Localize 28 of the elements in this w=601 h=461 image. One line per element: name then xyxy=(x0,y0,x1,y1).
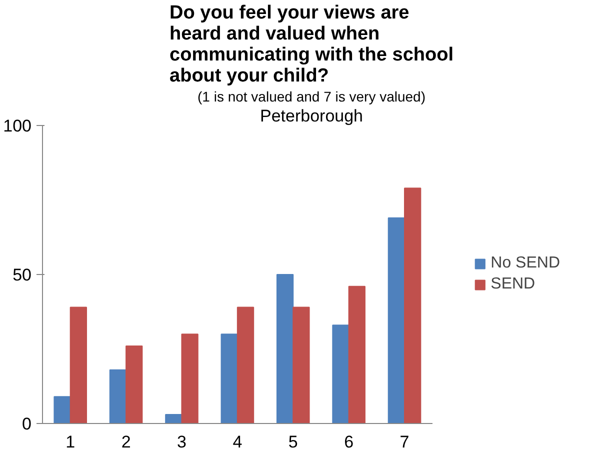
x-tick-label: 5 xyxy=(288,432,298,452)
bar xyxy=(332,324,350,424)
x-tick-label: 4 xyxy=(232,432,242,452)
annotation: Peterborough xyxy=(260,106,364,126)
bar xyxy=(236,306,254,424)
bar xyxy=(54,396,71,424)
legend-label: SEND xyxy=(490,276,536,294)
bar xyxy=(126,346,143,424)
bar xyxy=(388,217,406,424)
bar xyxy=(348,286,366,424)
bar xyxy=(292,306,310,424)
chart-subtitle: (1 is not valued and 7 is very valued) xyxy=(197,88,426,104)
bar xyxy=(404,188,422,424)
legend-label: No SEND xyxy=(490,254,560,272)
bar xyxy=(109,369,127,424)
y-tick-label: 100 xyxy=(3,116,32,136)
x-tick-label: 2 xyxy=(121,432,131,452)
bar xyxy=(220,334,238,424)
bar xyxy=(181,334,198,424)
x-tick-label: 1 xyxy=(66,432,76,452)
bar xyxy=(276,274,294,424)
x-tick-label: 3 xyxy=(177,432,186,452)
chart-title: Do you feel your views are heard and valued when communicating with the school about your child? xyxy=(170,2,454,86)
x-tick-label: 6 xyxy=(344,432,354,452)
bar xyxy=(70,306,87,424)
y-tick-label: 50 xyxy=(12,266,32,284)
x-tick-label: 7 xyxy=(400,432,410,452)
y-tick-label: 0 xyxy=(22,414,32,434)
